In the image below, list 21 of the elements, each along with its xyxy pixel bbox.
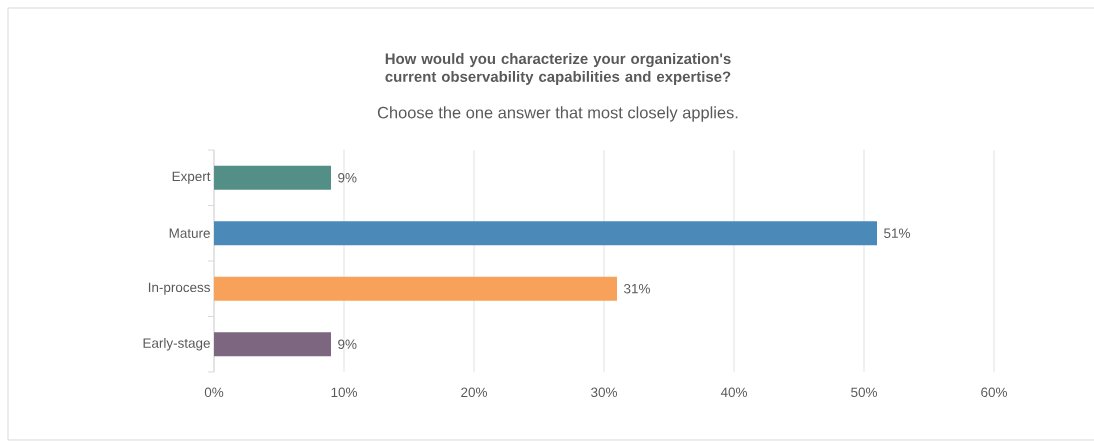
bar [214, 165, 332, 190]
y-tick-label: In-process [148, 282, 210, 295]
x-tick-label: 20% [461, 387, 487, 398]
chart-subtitle: Choose the one answer that most closely applies. [377, 106, 738, 122]
x-tick-label: 60% [981, 387, 1007, 398]
x-tick-label: 40% [720, 387, 747, 398]
y-tick-label: Early-stage [143, 337, 210, 351]
y-tick-label: Expert [172, 171, 211, 184]
x-tick-label: 10% [331, 387, 357, 398]
y-tick-label: Mature [169, 228, 210, 238]
x-tick-label: 30% [591, 387, 617, 398]
x-tick-label: 50% [851, 387, 877, 398]
bar [214, 332, 332, 357]
data-label: 51% [884, 228, 910, 238]
x-tick-label: 0% [204, 387, 224, 398]
bar [214, 276, 618, 301]
data-label: 9% [338, 339, 357, 349]
data-label: 31% [624, 283, 650, 294]
data-label: 9% [338, 172, 357, 183]
chart-title: How would you characterize your organization's current observability capabilities and expertise? [385, 53, 731, 85]
bar [214, 221, 878, 246]
